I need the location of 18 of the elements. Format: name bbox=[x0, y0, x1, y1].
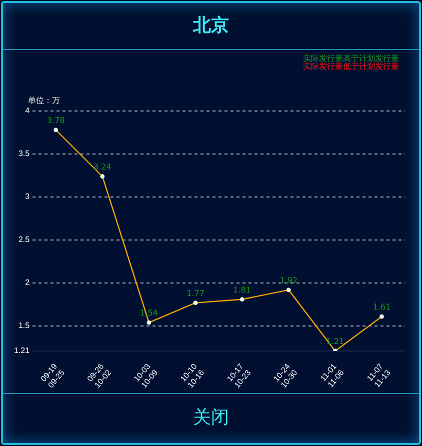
y-tick-label: 3 bbox=[25, 192, 30, 202]
y-tick-label: 2.5 bbox=[18, 235, 30, 244]
data-label: 3.78 bbox=[46, 116, 65, 125]
data-label: 1.81 bbox=[233, 285, 251, 294]
y-axis-title: 单位：万 bbox=[28, 95, 60, 106]
y-tick-label: 2 bbox=[25, 278, 30, 288]
y-tick-label: 1.21 bbox=[14, 346, 30, 356]
data-label: 1.77 bbox=[186, 288, 204, 298]
close-button[interactable]: 关闭 bbox=[3, 393, 419, 444]
y-tick-label: 3.5 bbox=[18, 149, 30, 158]
y-tick-label: 4 bbox=[25, 106, 30, 116]
text: 实际发行量高于计划发行量 bbox=[303, 54, 399, 63]
data-label: 1.61 bbox=[372, 302, 391, 312]
y-tick-label: 1.5 bbox=[18, 321, 30, 330]
data-label: 3.24 bbox=[93, 162, 112, 172]
text: 实际发行量低于计划发行量 bbox=[303, 62, 399, 71]
chart-title: 北京 bbox=[3, 3, 419, 50]
data-label: 1.92 bbox=[280, 276, 298, 285]
